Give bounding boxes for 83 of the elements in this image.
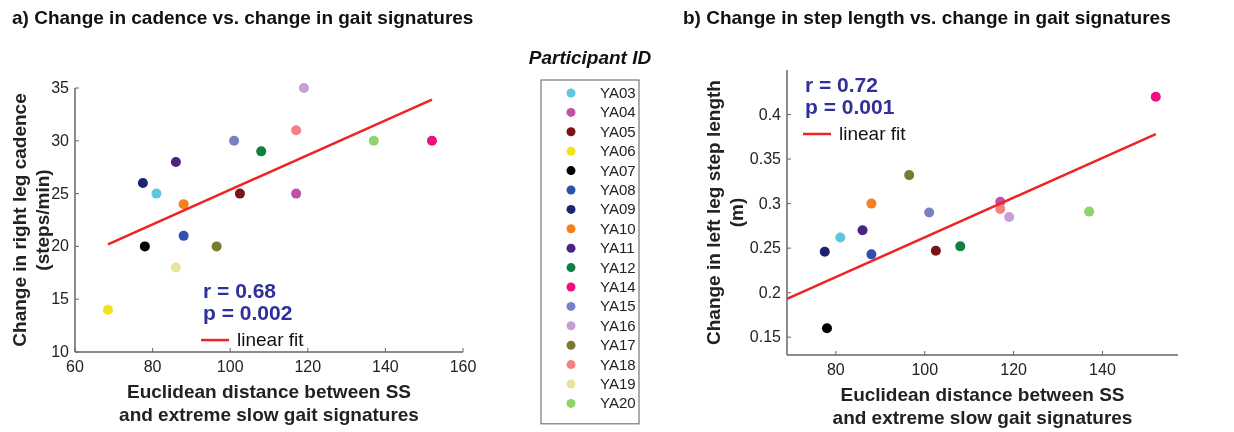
point xyxy=(995,203,1006,214)
legend-label: linear fit xyxy=(237,329,305,351)
point xyxy=(170,156,181,167)
legend-label: YA20 xyxy=(600,394,636,412)
point xyxy=(955,241,966,252)
point xyxy=(866,198,877,209)
y-tick-label: 30 xyxy=(51,131,70,149)
legend-label: YA06 xyxy=(600,142,636,160)
y-tick-label: 0.2 xyxy=(758,283,782,301)
y-tick-label: 20 xyxy=(51,237,70,255)
chart-title: a) Change in cadence vs. change in gait signatures xyxy=(12,7,474,28)
point xyxy=(924,207,935,218)
point xyxy=(866,249,877,260)
point xyxy=(291,125,302,136)
x-tick-label: 80 xyxy=(826,361,845,378)
y-axis-title: Change in right leg cadence (steps/min) xyxy=(9,93,53,347)
legend-label: YA09 xyxy=(600,200,636,218)
point xyxy=(170,262,181,273)
point xyxy=(930,245,941,256)
point xyxy=(211,241,222,252)
x-tick-label: 140 xyxy=(372,358,399,375)
y-tick-label: 15 xyxy=(51,290,70,308)
y-tick-label: 10 xyxy=(51,343,70,360)
legend-label: YA05 xyxy=(600,122,636,140)
y-tick-label: 25 xyxy=(51,184,70,202)
point xyxy=(835,232,846,243)
x-tick-label: 80 xyxy=(143,358,162,375)
legend-label: YA18 xyxy=(600,355,636,373)
point xyxy=(1004,211,1015,222)
legend-label: linear fit xyxy=(839,123,907,144)
point xyxy=(139,241,150,252)
point xyxy=(904,170,915,181)
y-tick-label: 0.35 xyxy=(749,150,782,168)
legend-label: YA15 xyxy=(600,297,636,315)
point xyxy=(256,146,267,157)
y-tick-label: 0.3 xyxy=(758,194,782,212)
legend-title: Participant ID xyxy=(528,47,652,68)
point xyxy=(137,178,148,189)
x-tick-label: 100 xyxy=(216,358,244,375)
y-tick-label: 0.25 xyxy=(749,239,782,257)
y-tick-label: 35 xyxy=(51,79,70,96)
annotation: p = 0.001 xyxy=(805,95,895,118)
point xyxy=(102,304,113,315)
legend-label: YA17 xyxy=(600,336,636,354)
x-tick-label: 120 xyxy=(1000,361,1028,378)
y-axis-title: Change in left leg step length (m) xyxy=(703,80,747,345)
legend-label: YA11 xyxy=(600,239,635,257)
point xyxy=(1150,91,1161,102)
annotation: r = 0.68 xyxy=(203,279,277,303)
point xyxy=(857,225,868,236)
x-axis-title: Euclidean distance between SS and extreme slow gait signatures xyxy=(119,381,419,425)
x-tick-label: 60 xyxy=(66,358,84,375)
x-tick-label: 100 xyxy=(911,361,939,378)
point xyxy=(426,135,437,146)
x-tick-label: 140 xyxy=(1089,361,1116,378)
point xyxy=(229,135,240,146)
point xyxy=(291,188,302,199)
legend-label: YA10 xyxy=(600,219,636,237)
point xyxy=(234,188,245,199)
legend-label: YA12 xyxy=(600,258,636,276)
point xyxy=(821,323,832,334)
point xyxy=(368,135,379,146)
y-tick-label: 0.4 xyxy=(758,105,782,123)
legend-label: YA04 xyxy=(600,103,636,121)
legend-label: YA07 xyxy=(600,161,636,179)
point xyxy=(1084,206,1095,217)
point xyxy=(178,199,189,210)
y-tick-label: 0.15 xyxy=(749,328,782,346)
point xyxy=(298,83,309,93)
legend-label: YA03 xyxy=(600,84,636,101)
point xyxy=(178,230,189,241)
legend-label: YA14 xyxy=(600,278,636,295)
point xyxy=(151,188,162,199)
legend-label: YA08 xyxy=(600,181,636,198)
x-tick-label: 160 xyxy=(449,358,477,375)
legend-label: YA16 xyxy=(600,316,636,334)
x-axis-title: Euclidean distance between SS and extreme slow gait signatures xyxy=(832,384,1133,428)
x-tick-label: 120 xyxy=(294,358,322,375)
annotation: r = 0.72 xyxy=(805,73,878,96)
point xyxy=(819,246,830,257)
legend-label: YA19 xyxy=(600,375,636,392)
chart-title: b) Change in step length vs. change in gait signatures xyxy=(683,7,1171,28)
annotation: p = 0.002 xyxy=(203,301,293,325)
